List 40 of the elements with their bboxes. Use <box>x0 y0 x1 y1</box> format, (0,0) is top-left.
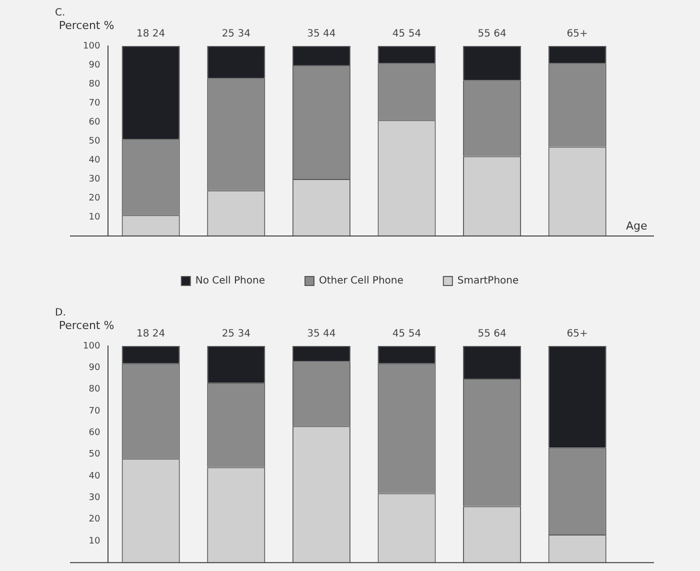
y-axis-title: Percent % <box>58 318 114 332</box>
y-tick-label: 20 <box>88 193 100 204</box>
y-tick-label: 80 <box>88 384 100 395</box>
y-tick-label: 70 <box>88 98 100 108</box>
y-tick-label: 40 <box>88 471 100 482</box>
x-tick-label: 35 44 <box>307 328 336 340</box>
x-tick-label: 18 24 <box>136 328 166 340</box>
x-tick-label: 25 34 <box>222 28 250 40</box>
y-tick-label: 40 <box>88 155 100 166</box>
y-tick-label: 10 <box>88 212 100 222</box>
legend-label: No Cell Phone <box>195 276 265 287</box>
y-tick-label: 80 <box>88 79 100 90</box>
x-tick-label: 18 24 <box>136 28 166 40</box>
legend-label: Other Cell Phone <box>318 276 404 287</box>
x-tick-label: 45 54 <box>392 328 422 340</box>
x-tick-label: 45 54 <box>392 28 422 40</box>
y-tick-label: 100 <box>82 341 100 352</box>
y-tick-label: 30 <box>88 174 100 184</box>
y-tick-label: 50 <box>88 450 100 460</box>
chart-title: C. <box>55 8 66 19</box>
x-tick-label: 65+ <box>566 28 588 40</box>
y-tick-label: 30 <box>88 492 100 503</box>
x-tick-label: 35 44 <box>307 28 336 40</box>
y-tick-label: 90 <box>88 363 100 374</box>
y-axis-title: Percent % <box>58 18 114 32</box>
y-tick-label: 100 <box>82 41 100 52</box>
y-tick-label: 60 <box>88 428 100 438</box>
x-tick-label: 25 34 <box>222 328 250 340</box>
x-tick-label: 55 64 <box>478 28 506 40</box>
x-axis-title: Age <box>626 219 648 232</box>
y-tick-label: 10 <box>88 536 100 546</box>
x-tick-label: 65+ <box>566 328 588 340</box>
y-tick-label: 60 <box>88 117 100 128</box>
y-tick-label: 70 <box>88 406 100 416</box>
y-tick-label: 90 <box>88 60 100 70</box>
chart-title: D. <box>55 308 66 319</box>
y-tick-label: 20 <box>88 514 100 525</box>
x-tick-label: 55 64 <box>478 328 506 340</box>
y-tick-label: 50 <box>88 136 100 146</box>
legend-label: SmartPhone <box>457 276 519 287</box>
